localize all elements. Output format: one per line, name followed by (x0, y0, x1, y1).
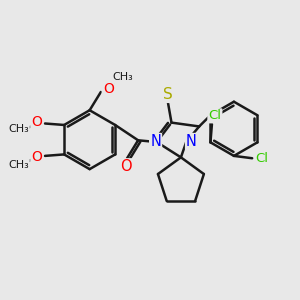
Text: Cl: Cl (208, 109, 221, 122)
Text: Cl: Cl (255, 152, 268, 165)
Text: O: O (31, 150, 42, 164)
Text: O: O (120, 159, 131, 174)
Text: N: N (186, 134, 197, 149)
Text: S: S (163, 87, 173, 102)
Text: CH₃: CH₃ (112, 72, 133, 82)
Text: CH₃: CH₃ (8, 124, 29, 134)
Text: O: O (31, 115, 42, 129)
Text: N: N (150, 134, 161, 149)
Text: CH₃: CH₃ (8, 160, 29, 170)
Text: O: O (103, 82, 114, 96)
